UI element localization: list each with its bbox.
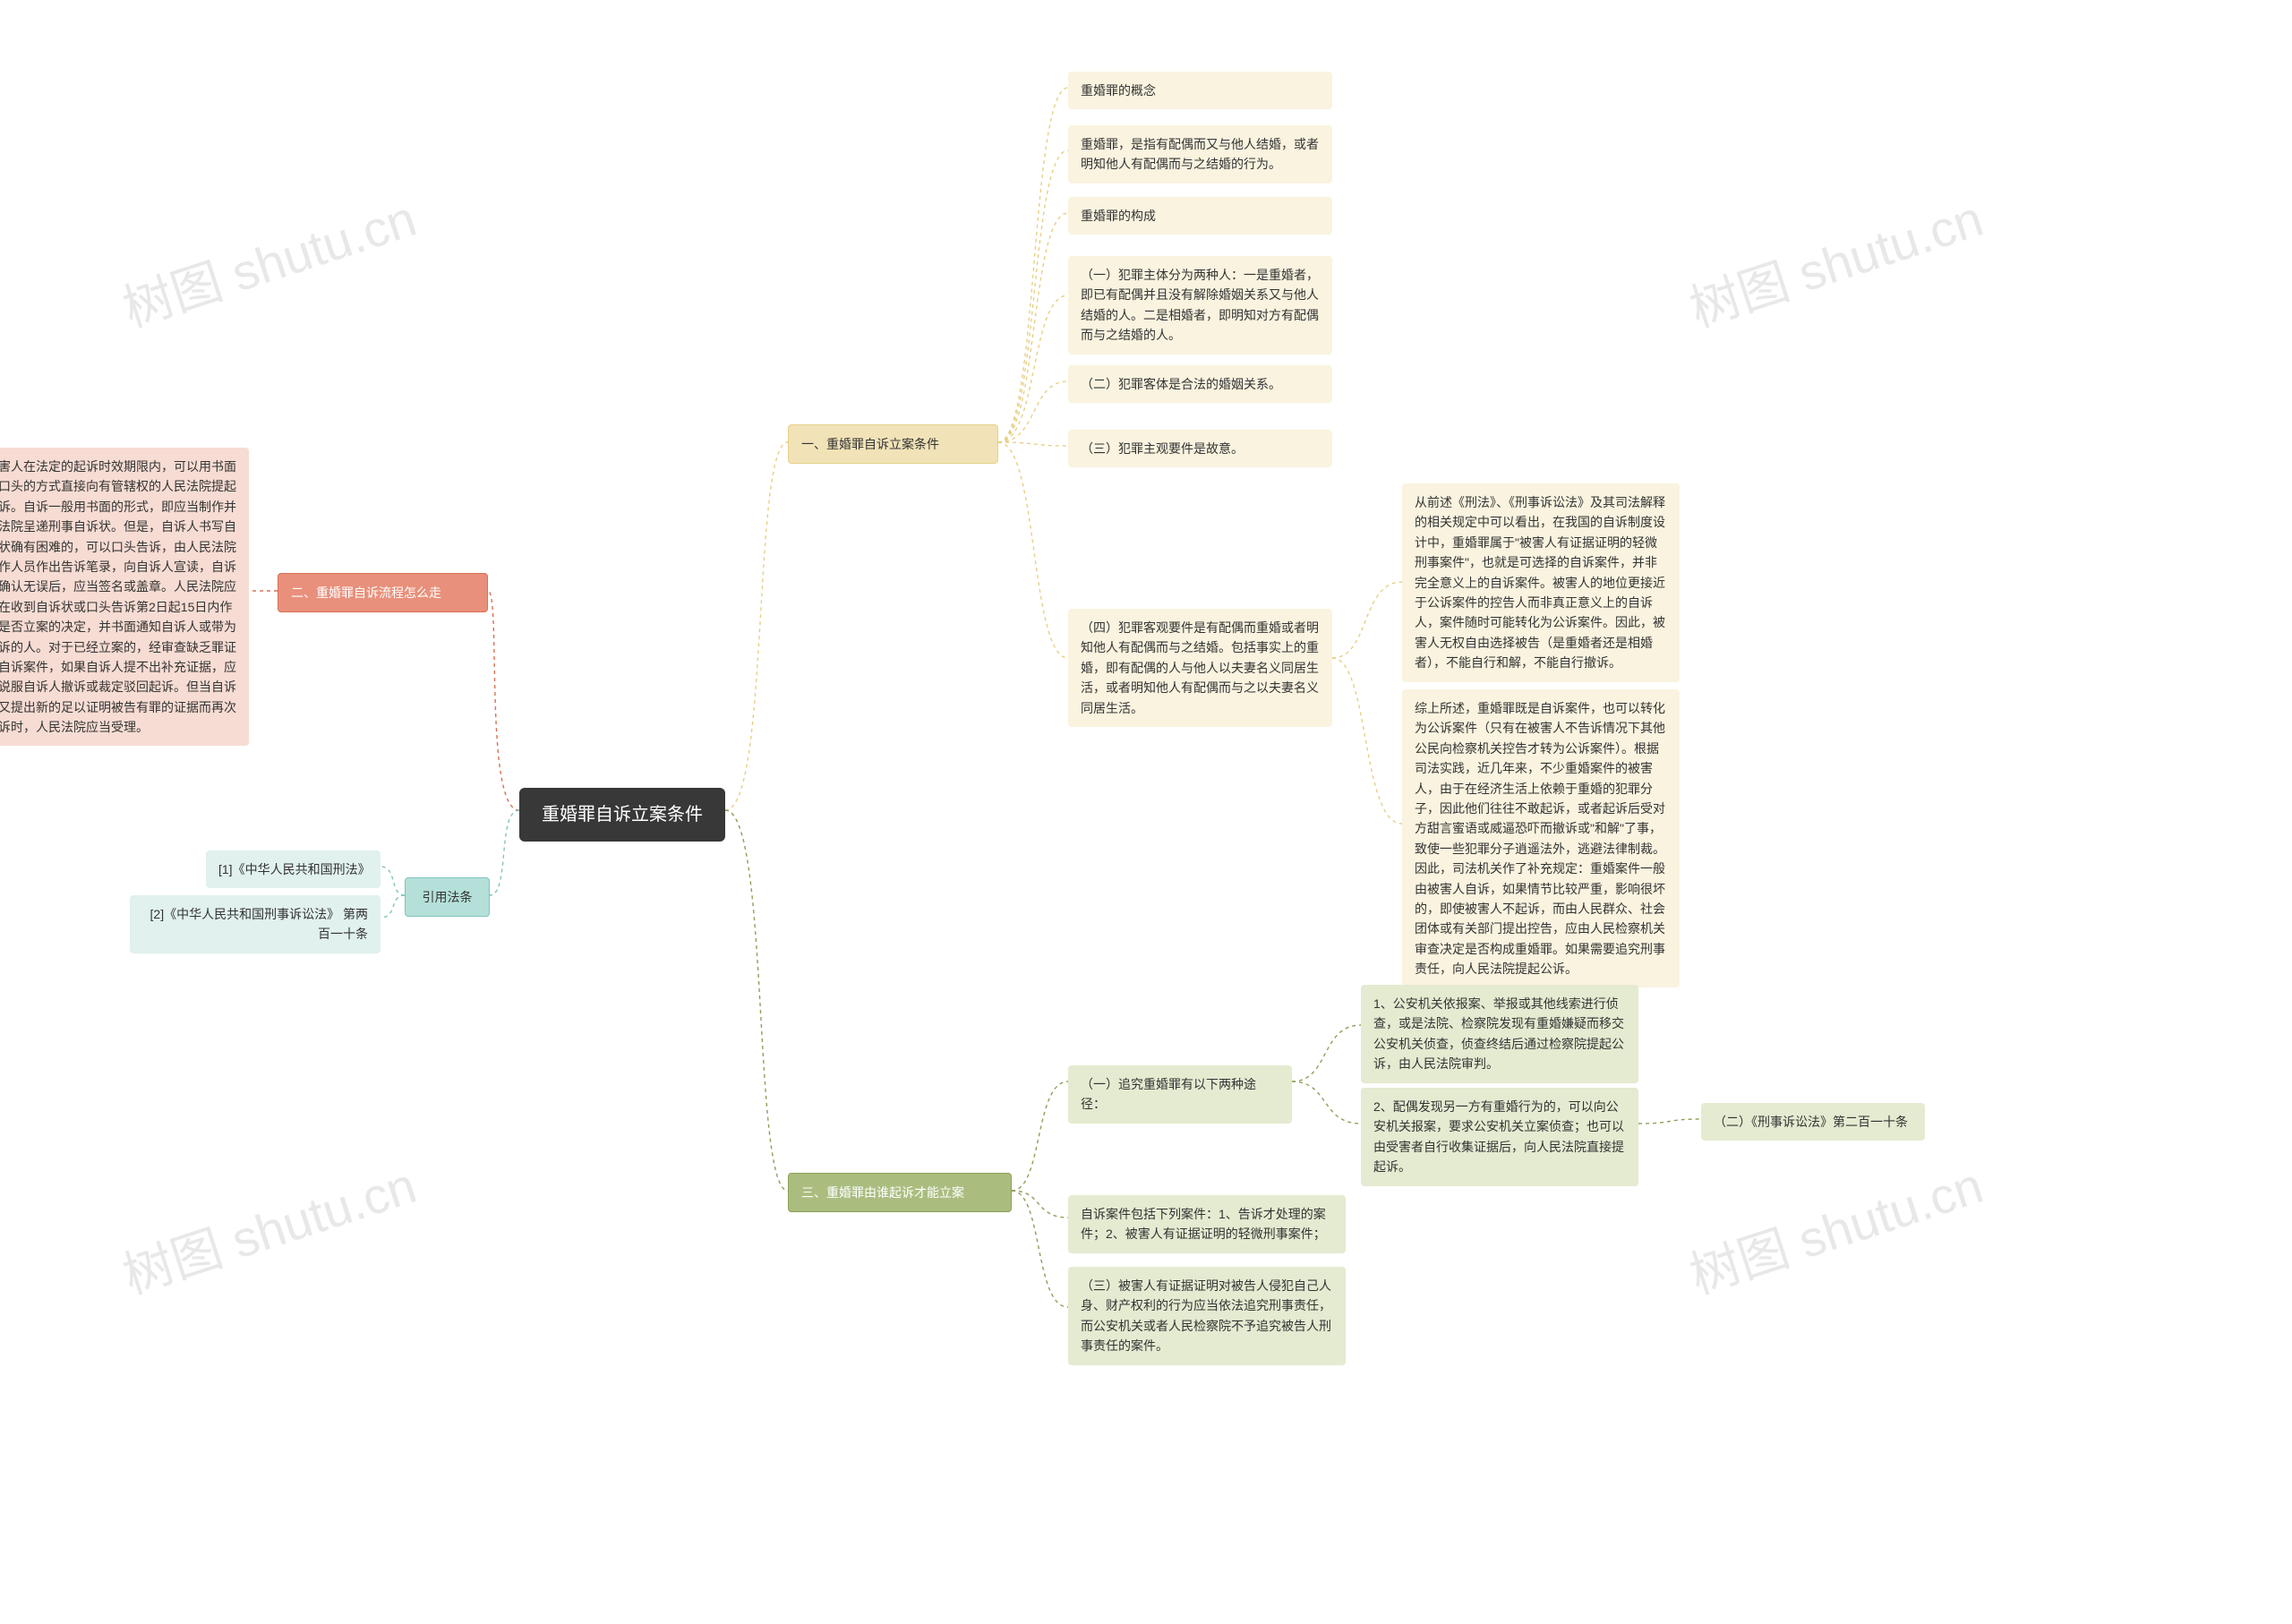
branch-1[interactable]: 一、重婚罪自诉立案条件: [788, 424, 998, 464]
b1-item-4b: 综上所述，重婚罪既是自诉案件，也可以转化为公诉案件（只有在被害人不告诉情况下其他…: [1402, 689, 1680, 987]
b1-item-4a: 从前述《刑法》、《刑事诉讼法》及其司法解释的相关规定中可以看出，在我国的自诉制度…: [1402, 483, 1680, 682]
b3-item-1a: 1、公安机关依报案、举报或其他线索进行侦查，或是法院、检察院发现有重婚嫌疑而移交…: [1361, 985, 1638, 1083]
b1-item-1: （一）犯罪主体分为两种人：一是重婚者，即已有配偶并且没有解除婚姻关系又与他人结婚…: [1068, 256, 1332, 355]
b1-composition: 重婚罪的构成: [1068, 197, 1332, 235]
b1-concept-desc: 重婚罪，是指有配偶而又与他人结婚，或者明知他人有配偶而与之结婚的行为。: [1068, 125, 1332, 184]
branch-2[interactable]: 二、重婚罪自诉流程怎么走: [278, 573, 488, 612]
b3-item-1b: 2、配偶发现另一方有重婚行为的，可以向公安机关报案，要求公安机关立案侦查；也可以…: [1361, 1088, 1638, 1186]
branch-4[interactable]: 引用法条: [405, 877, 490, 917]
root-node[interactable]: 重婚罪自诉立案条件: [519, 788, 725, 842]
b1-item-4: （四）犯罪客观要件是有配偶而重婚或者明知他人有配偶而与之结婚。包括事实上的重婚，…: [1068, 609, 1332, 727]
b4-ref-2: [2]《中华人民共和国刑事诉讼法》 第两百一十条: [130, 895, 381, 953]
b1-item-2: （二）犯罪客体是合法的婚姻关系。: [1068, 365, 1332, 403]
b1-concept: 重婚罪的概念: [1068, 72, 1332, 109]
b3-item-1b1: （二）《刑事诉讼法》第二百一十条: [1701, 1103, 1925, 1141]
b3-item-1: （一）追究重婚罪有以下两种途径：: [1068, 1065, 1292, 1124]
b3-item-2: 自诉案件包括下列案件：1、告诉才处理的案件；2、被害人有证据证明的轻微刑事案件；: [1068, 1195, 1346, 1253]
watermark: 树图 shutu.cn: [1680, 1146, 1991, 1309]
watermark: 树图 shutu.cn: [113, 179, 424, 342]
watermark: 树图 shutu.cn: [113, 1146, 424, 1309]
b1-item-3: （三）犯罪主观要件是故意。: [1068, 430, 1332, 467]
branch-3[interactable]: 三、重婚罪由谁起诉才能立案: [788, 1173, 1012, 1212]
watermark: 树图 shutu.cn: [1680, 179, 1991, 342]
b4-ref-1: [1]《中华人民共和国刑法》: [206, 850, 381, 888]
b2-detail: 被害人在法定的起诉时效期限内，可以用书面或口头的方式直接向有管辖权的人民法院提起…: [0, 448, 249, 746]
connector-layer: [0, 0, 2292, 1624]
b3-item-3: （三）被害人有证据证明对被告人侵犯自己人身、财产权利的行为应当依法追究刑事责任，…: [1068, 1267, 1346, 1365]
